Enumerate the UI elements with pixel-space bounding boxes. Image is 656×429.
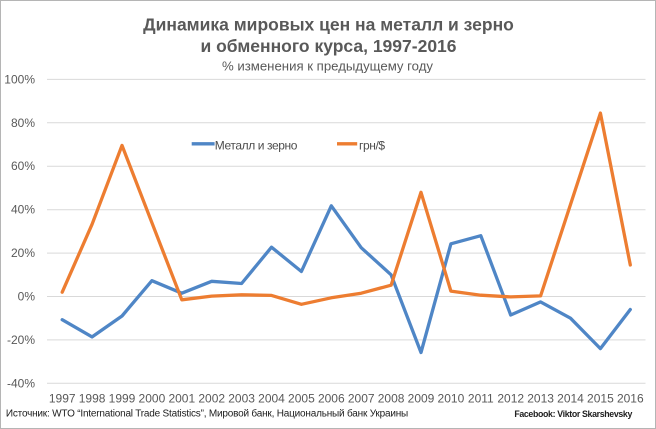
svg-text:20%: 20% bbox=[11, 246, 35, 260]
svg-text:Динамика мировых цен на металл: Динамика мировых цен на металл и зерно bbox=[143, 15, 514, 35]
svg-text:2010: 2010 bbox=[438, 391, 465, 405]
svg-text:2004: 2004 bbox=[258, 391, 285, 405]
svg-text:2016: 2016 bbox=[617, 391, 644, 405]
svg-text:2011: 2011 bbox=[468, 391, 494, 405]
svg-text:2005: 2005 bbox=[288, 391, 315, 405]
svg-text:Facebook: Viktor Skarshevsky: Facebook: Viktor Skarshevsky bbox=[514, 409, 632, 419]
svg-text:Источник: WTO “International T: Источник: WTO “International Trade Stati… bbox=[6, 408, 408, 420]
svg-text:Металл и зерно: Металл и зерно bbox=[215, 138, 298, 152]
svg-text:1998: 1998 bbox=[79, 391, 106, 405]
svg-text:2001: 2001 bbox=[168, 391, 195, 405]
svg-text:2015: 2015 bbox=[587, 391, 614, 405]
svg-text:60%: 60% bbox=[11, 159, 35, 173]
svg-text:2014: 2014 bbox=[557, 391, 584, 405]
svg-text:1999: 1999 bbox=[109, 391, 136, 405]
svg-text:2009: 2009 bbox=[408, 391, 435, 405]
svg-text:40%: 40% bbox=[11, 203, 35, 217]
svg-text:и обменного курса, 1997-2016: и обменного курса, 1997-2016 bbox=[200, 36, 456, 56]
svg-text:2006: 2006 bbox=[318, 391, 345, 405]
svg-text:2003: 2003 bbox=[228, 391, 255, 405]
svg-text:грн/$: грн/$ bbox=[359, 138, 385, 152]
svg-text:% изменения к предыдущему году: % изменения к предыдущему году bbox=[222, 59, 433, 74]
svg-text:-40%: -40% bbox=[7, 376, 35, 390]
svg-text:1997: 1997 bbox=[49, 391, 76, 405]
svg-text:2002: 2002 bbox=[198, 391, 225, 405]
svg-text:2013: 2013 bbox=[527, 391, 554, 405]
svg-text:-20%: -20% bbox=[7, 333, 35, 347]
svg-text:2008: 2008 bbox=[378, 391, 405, 405]
svg-text:0%: 0% bbox=[18, 290, 36, 304]
svg-text:2012: 2012 bbox=[497, 391, 524, 405]
svg-text:2007: 2007 bbox=[348, 391, 375, 405]
svg-text:100%: 100% bbox=[4, 72, 35, 86]
svg-text:80%: 80% bbox=[11, 116, 35, 130]
svg-text:2000: 2000 bbox=[139, 391, 166, 405]
